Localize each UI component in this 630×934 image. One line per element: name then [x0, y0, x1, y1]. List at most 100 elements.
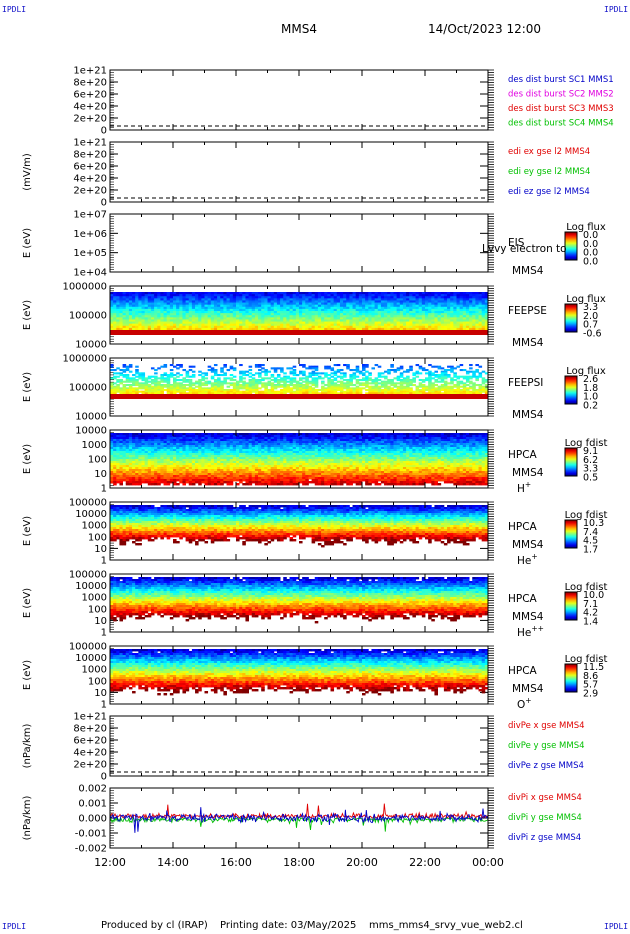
y-tick-label: 0.000 [78, 814, 107, 825]
y-tick-label: 100000 [69, 570, 107, 581]
legend-entry: edi ey gse l2 MMS4 [508, 167, 590, 177]
y-tick-label: -0.002 [75, 844, 107, 855]
colorbar-title: Log fdist [565, 438, 608, 449]
y-tick-label: 100 [88, 604, 107, 615]
colorbar-title: Log fdist [565, 582, 608, 593]
heatmap-cells [110, 577, 489, 624]
colorbar-tick-label: 0.7 [583, 320, 598, 331]
colorbar-tick-label: 5.7 [583, 680, 598, 691]
colorbar-tick-label: 10.0 [583, 590, 604, 601]
y-tick-label: 10000 [75, 653, 107, 664]
y-axis-label: (nPa/km) [22, 724, 33, 769]
y-tick-label: 1 [101, 628, 107, 639]
y-axis-label: E (eV) [22, 588, 33, 618]
x-tick-label: 12:00 [94, 856, 126, 869]
corner-label-bottom-left: IPDLI [2, 922, 27, 931]
y-tick-label: 6e+20 [73, 736, 107, 747]
colorbar-title: Log flux [566, 222, 606, 233]
y-axis-label: E (eV) [22, 660, 33, 690]
colorbar-tick-label: 0.0 [583, 230, 598, 241]
corner-label-top-left: IPDLI [2, 5, 27, 14]
instrument-label: HPCA [508, 521, 538, 533]
spacecraft-label: MMS4 [512, 409, 544, 421]
colorbar-tick-label: 0.5 [583, 472, 598, 483]
instrument-label: HPCA [508, 593, 538, 605]
colorbar-tick-label: -0.6 [583, 328, 602, 339]
plot-frame [109, 69, 489, 131]
y-tick-label: 1e+21 [73, 712, 107, 723]
colorbar-tick-label: 4.5 [583, 536, 598, 547]
panel-4: 1000000 100000 10000 E (eV) Log flux2.61.81.… [22, 354, 606, 423]
heatmap-cells [110, 433, 489, 486]
spacecraft-label: MMS4 [512, 611, 544, 623]
legend-entry: des dist burst SC2 MMS2 [508, 90, 614, 100]
y-axis-label: E (eV) [22, 300, 33, 330]
y-tick-label: 4e+20 [73, 748, 107, 759]
overlay-text: Lvvy electron to [482, 243, 567, 255]
instrument-label: EIS [508, 237, 525, 249]
heatmap-cells [110, 292, 489, 335]
y-axis-label: E (eV) [22, 516, 33, 546]
colorbar [564, 231, 578, 261]
spacecraft-label: MMS4 [512, 467, 544, 479]
legend-entry: divPi y gse MMS4 [508, 813, 582, 823]
y-tick-label: 10000 [75, 426, 107, 437]
species-label: He+ [517, 552, 538, 567]
y-tick-label: 6e+20 [73, 90, 107, 101]
y-tick-label: 1 [101, 484, 107, 495]
y-tick-label: 6e+20 [73, 162, 107, 173]
y-axis-label: (nPa/km) [22, 796, 33, 841]
y-tick-label: 100000 [69, 311, 107, 322]
y-tick-label: 1000000 [62, 282, 107, 293]
y-tick-label: 2e+20 [73, 760, 107, 771]
y-tick-label: 1e+21 [73, 66, 107, 77]
colorbar-tick-label: 7.1 [583, 599, 598, 610]
colorbar-tick-label: 0.0 [583, 248, 598, 259]
baseline-band [110, 394, 488, 399]
legend-entry: divPi z gse MMS4 [508, 833, 581, 843]
y-tick-label: 0 [101, 198, 107, 209]
legend-entry: divPe y gse MMS4 [508, 741, 585, 751]
y-tick-label: 10000 [75, 581, 107, 592]
legend-entry: divPe x gse MMS4 [508, 721, 585, 731]
instrument-label: FEEPSI [508, 377, 543, 389]
page-title: MMS4 [281, 22, 317, 36]
colorbar-tick-label: 3.3 [583, 464, 598, 475]
colorbar-tick-label: 3.3 [583, 302, 598, 313]
colorbar-tick-label: 2.9 [583, 688, 598, 699]
colorbar-tick-label: 2.0 [583, 311, 598, 322]
series-line-2 [109, 807, 489, 833]
colorbar-tick-label: 6.2 [583, 455, 598, 466]
colorbar-title: Log fdist [565, 510, 608, 521]
y-tick-label: 100 [88, 455, 107, 466]
legend-entry: divPi x gse MMS4 [508, 793, 582, 803]
colorbar-title: Log flux [566, 294, 606, 305]
plot-frame [109, 213, 489, 273]
y-tick-label: 10 [94, 469, 107, 480]
spacecraft-label: MMS4 [512, 265, 544, 277]
y-tick-label: 1000000 [62, 354, 107, 365]
colorbar-tick-label: 1.0 [583, 392, 598, 403]
colorbar [564, 591, 578, 621]
spacecraft-label: MMS4 [512, 337, 544, 349]
species-label: He++ [517, 624, 544, 639]
y-tick-label: 1 [101, 700, 107, 711]
y-tick-label: 10000 [75, 412, 107, 423]
x-tick-label: 20:00 [346, 856, 378, 869]
y-tick-label: 1e+04 [73, 268, 107, 279]
colorbar-tick-label: 7.4 [583, 527, 598, 538]
panel-3: 1000000 100000 10000 E (eV) Log flux3.32.00.… [22, 282, 606, 351]
y-tick-label: 10000 [75, 340, 107, 351]
baseline-band [110, 330, 488, 335]
instrument-label: HPCA [508, 449, 538, 461]
colorbar-tick-label: 4.2 [583, 608, 598, 619]
y-tick-label: 1e+06 [73, 229, 107, 240]
colorbar-tick-label: 1.4 [583, 616, 598, 627]
